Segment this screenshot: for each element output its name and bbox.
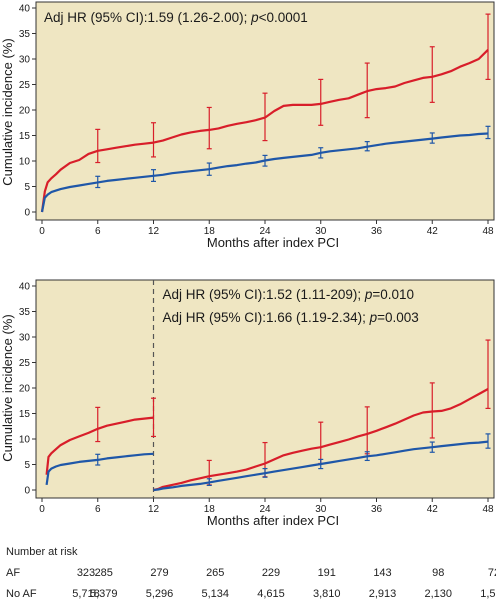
bottom-x-tick-label: 12 bbox=[148, 504, 160, 515]
risk-table-title: Number at risk bbox=[6, 546, 78, 558]
top-y-tick-label: 10 bbox=[19, 157, 31, 168]
bottom-x-tick-label: 18 bbox=[204, 504, 216, 515]
bottom-series-line bbox=[153, 388, 489, 492]
top-x-tick-label: 24 bbox=[259, 226, 271, 237]
bottom-x-axis-title: Months after index PCI bbox=[207, 513, 339, 528]
top-x-axis-title: Months after index PCI bbox=[207, 235, 339, 250]
risk-row-label: No AF bbox=[6, 588, 37, 600]
bottom-series-1 bbox=[45, 452, 154, 486]
bottom-y-axis-title: Cumulative incidence (%) bbox=[0, 314, 15, 461]
bottom-y-tick-label: 30 bbox=[19, 333, 31, 344]
top-hr-annotation: Adj HR (95% CI):1.59 (1.26-2.00); p<0.00… bbox=[44, 10, 308, 25]
top-y-tick-label: 5 bbox=[24, 182, 30, 193]
risk-cell: 143 bbox=[373, 567, 391, 579]
top-series-line bbox=[40, 132, 489, 213]
risk-cell: 5,134 bbox=[201, 588, 229, 600]
top-y-tick-label: 15 bbox=[19, 131, 31, 142]
top-x-tick-label: 36 bbox=[371, 226, 383, 237]
top-y-tick-label: 25 bbox=[19, 80, 31, 91]
bottom-y-tick-label: 15 bbox=[19, 409, 31, 420]
top-y-tick-label: 0 bbox=[24, 208, 30, 219]
top-x-tick-label: 42 bbox=[427, 226, 439, 237]
bottom-chart-panel: 0 5 10 15 20 25 30 35 40 0 6 12 18 24 30 36 42 48 Months a… bbox=[0, 279, 495, 528]
risk-cell: 265 bbox=[206, 567, 224, 579]
risk-cell: 5,718 bbox=[72, 588, 100, 600]
top-y-tick-label: 35 bbox=[19, 29, 31, 40]
bottom-y-tick-label: 0 bbox=[24, 486, 30, 497]
bottom-series-2 bbox=[153, 339, 491, 492]
top-series-line bbox=[40, 49, 489, 213]
risk-cell: 279 bbox=[150, 567, 168, 579]
bottom-y-tick-label: 25 bbox=[19, 358, 31, 369]
top-x-tick-label: 30 bbox=[315, 226, 327, 237]
bottom-series-line bbox=[45, 452, 154, 486]
bottom-x-tick-label: 36 bbox=[371, 504, 383, 515]
risk-cell: 72 bbox=[488, 567, 496, 579]
risk-row-label: AF bbox=[6, 567, 20, 579]
bottom-hr-annotation: Adj HR (95% CI):1.52 (1.11-209); p=0.010 bbox=[163, 287, 415, 302]
risk-cell: 2,130 bbox=[424, 588, 452, 600]
top-x-tick-label: 6 bbox=[95, 226, 101, 237]
risk-cell: 98 bbox=[432, 567, 444, 579]
bottom-x-tick-label: 0 bbox=[39, 504, 45, 515]
bottom-y-tick-label: 10 bbox=[19, 435, 31, 446]
bottom-y-tick-label: 35 bbox=[19, 307, 31, 318]
bottom-x-tick-label: 48 bbox=[482, 504, 494, 515]
bottom-x-tick-label: 30 bbox=[315, 504, 327, 515]
bottom-hr-annotation: Adj HR (95% CI):1.66 (1.19-2.34); p=0.00… bbox=[163, 310, 419, 325]
top-x-tick-label: 18 bbox=[204, 226, 216, 237]
risk-cell: 323 bbox=[77, 567, 95, 579]
top-y-tick-label: 20 bbox=[19, 106, 31, 117]
risk-cell: 4,615 bbox=[257, 588, 285, 600]
top-y-tick-label: 40 bbox=[19, 4, 31, 15]
risk-cell: 2,913 bbox=[369, 588, 397, 600]
risk-cell: 229 bbox=[262, 567, 280, 579]
bottom-series-3 bbox=[153, 433, 491, 492]
top-series-1 bbox=[40, 125, 491, 213]
number-at-risk-table: Number at risk AF 323 285 279 265 229 191 143 98… bbox=[6, 546, 496, 600]
bottom-y-tick-label: 40 bbox=[19, 282, 31, 293]
top-series-0 bbox=[40, 13, 491, 213]
risk-cell: 285 bbox=[95, 567, 113, 579]
risk-cell: 1,590 bbox=[480, 588, 496, 600]
bottom-series-line bbox=[153, 440, 489, 492]
bottom-series-line bbox=[45, 416, 154, 475]
top-x-tick-label: 48 bbox=[482, 226, 494, 237]
bottom-x-tick-label: 24 bbox=[259, 504, 271, 515]
top-y-tick-label: 30 bbox=[19, 55, 31, 66]
bottom-y-tick-label: 5 bbox=[24, 460, 30, 471]
risk-cell: 5,296 bbox=[146, 588, 174, 600]
bottom-y-tick-label: 20 bbox=[19, 384, 31, 395]
top-chart-panel: 0 5 10 15 20 25 30 35 40 0 6 12 18 24 30 36 42 48 Months a… bbox=[0, 1, 495, 250]
bottom-x-tick-label: 42 bbox=[427, 504, 439, 515]
risk-cell: 3,810 bbox=[313, 588, 341, 600]
bottom-x-tick-label: 6 bbox=[95, 504, 101, 515]
top-x-tick-label: 0 bbox=[39, 226, 45, 237]
risk-cell: 5,379 bbox=[90, 588, 118, 600]
bottom-series-0 bbox=[45, 397, 156, 475]
top-x-tick-label: 12 bbox=[148, 226, 160, 237]
top-y-axis-title: Cumulative incidence (%) bbox=[0, 38, 15, 185]
risk-cell: 191 bbox=[318, 567, 336, 579]
